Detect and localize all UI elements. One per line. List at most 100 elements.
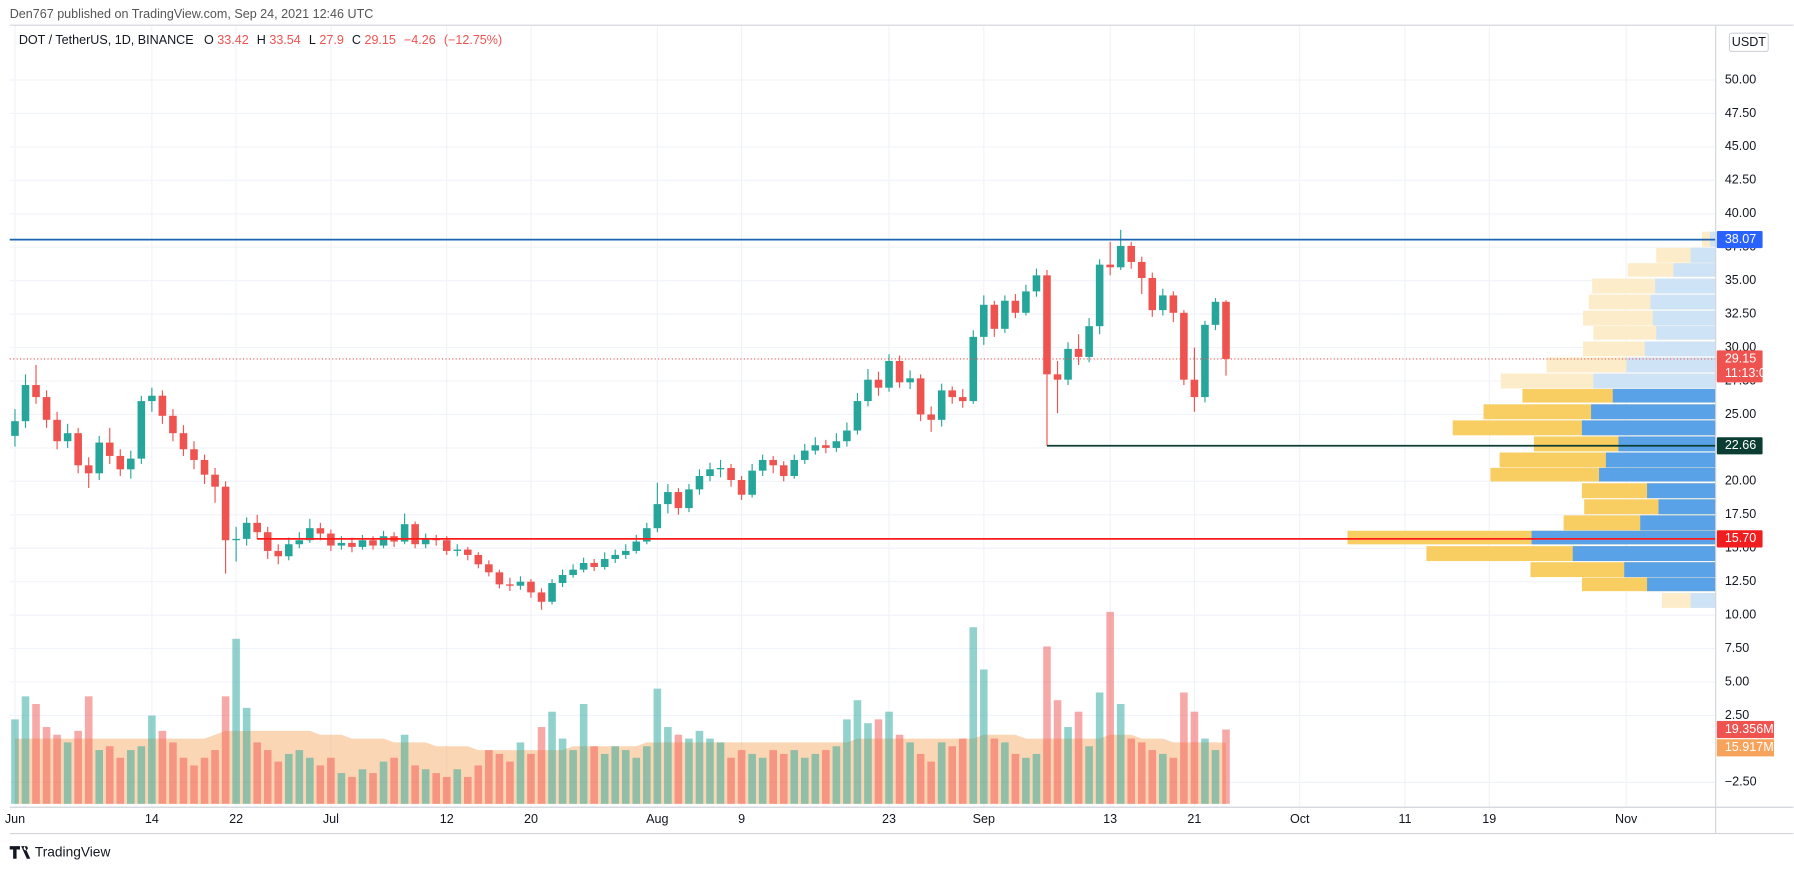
volume-bar [1180,692,1188,804]
candle-body [516,581,525,586]
candle-layer [11,229,1230,610]
candle-body [74,433,82,466]
candle-body [242,522,251,539]
x-tick-label: 9 [738,812,745,826]
volume-bar [1064,727,1072,804]
candle-body [1095,264,1104,327]
profile-up [1647,483,1716,499]
candle-body [569,569,577,576]
volume-bar [537,727,546,804]
candle-body [864,379,872,402]
candle-body [927,414,935,420]
candle-body [1190,379,1199,398]
currency-box[interactable] [1728,32,1769,53]
volume-bar [737,750,746,804]
candle-body [1159,295,1167,311]
volume-bar [1095,692,1104,804]
x-tick-label: 14 [145,812,159,826]
volume-bar [337,773,346,804]
candle-body [653,504,662,529]
volume-bar [284,753,293,804]
volume-bar [379,761,388,804]
profile-up [1572,546,1716,562]
profile-up [1644,341,1716,357]
y-tick-label: 32.50 [1725,306,1756,320]
profile-up [1581,420,1716,436]
candle-body [969,336,978,402]
candle-body [464,549,472,555]
volume-bar [527,753,535,804]
candle-body [800,450,809,460]
volume-bar [916,753,925,804]
profile-up [1531,530,1716,545]
price-tag-label: 38.07 [1725,232,1756,246]
y-tick-label: 50.00 [1725,72,1756,86]
volume-bar [874,719,883,804]
volume-bar [674,734,683,804]
candle-body [885,360,893,388]
volume-bar [1127,738,1136,804]
y-tick-label: 35.00 [1725,273,1756,287]
x-tick-label: 20 [524,812,538,826]
volume-bar [864,723,872,804]
volume-bar [127,750,135,804]
profile-up [1690,592,1716,608]
volume-bar [421,769,430,804]
volume-bar [137,746,146,804]
volume-bar [1190,711,1199,804]
candle-body [442,540,451,551]
candle-body [221,486,230,541]
volume-bar [221,696,230,804]
candle-body [358,540,367,547]
legend-change: −4.26 [404,33,436,47]
candle-body [348,542,356,547]
brand-logo [9,846,31,859]
candle-body [474,554,483,565]
candle-body [379,536,388,546]
volume-profile-layer [1347,231,1716,608]
candle-body [1201,324,1209,398]
profile-up [1650,294,1716,310]
volume-bar [948,746,956,804]
volume-bar [390,757,398,804]
volume-bar [1074,711,1083,804]
candle-body [21,385,30,422]
candle-body [579,562,588,570]
volume-ma-tag-box [1716,739,1775,757]
volume-bar [1032,753,1041,804]
volume-bar [474,765,483,804]
x-tick-label: Oct [1290,812,1310,826]
volume-bar [53,734,61,804]
candle-body [779,465,788,477]
candle-body [169,415,177,434]
brand: TradingView [35,845,111,860]
volume-bar [516,742,525,804]
candle-body [843,430,851,442]
x-tick-label: Jul [323,812,339,826]
volume-layer [11,611,1230,804]
volume-bar [822,750,830,804]
profile-up [1612,388,1716,403]
candle-body [1106,264,1114,268]
candle-body [232,538,240,541]
candle-body [558,575,567,584]
candle-body [685,489,693,509]
currency[interactable]: USDT [1732,35,1767,49]
candle-body [600,558,609,567]
volume-bar [32,704,40,804]
volume-bar [1222,729,1230,804]
volume-bar [853,700,862,804]
candle-body [822,445,830,448]
volume-bar [1148,750,1157,804]
volume-bar [748,753,756,804]
candle-body [1022,291,1030,313]
volume-bar [1022,757,1030,804]
volume-bar [63,742,72,804]
legend-close: 29.15 [364,33,395,47]
volume-bar [316,765,325,804]
volume-bar [453,769,462,804]
candle-body [1085,326,1093,357]
volume-bar [358,769,367,804]
candle-body [611,554,620,559]
volume-ma-tag-label: 15.917M [1725,740,1774,754]
